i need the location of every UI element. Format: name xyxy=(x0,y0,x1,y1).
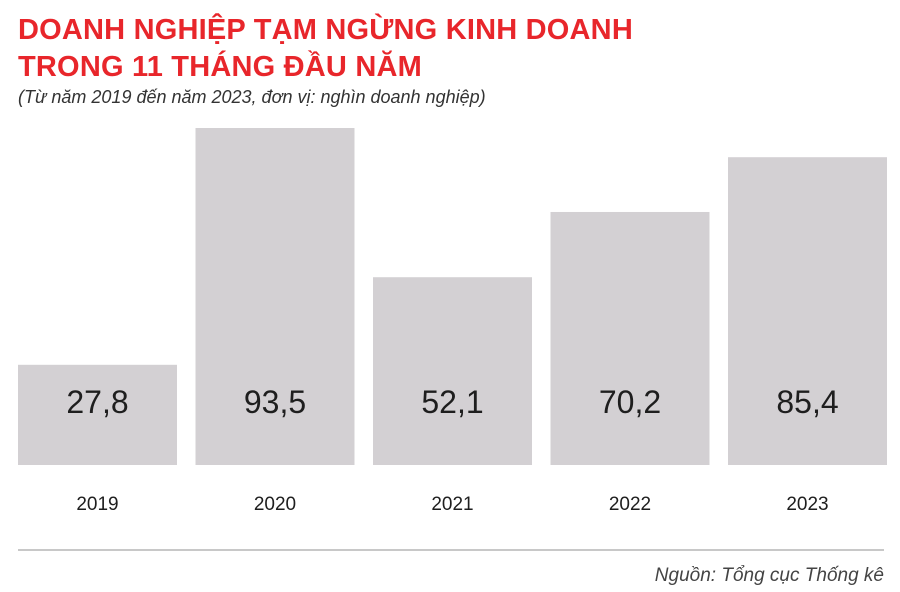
source-note: Nguồn: Tổng cục Thống kê xyxy=(654,565,884,586)
value-label-2023: 85,4 xyxy=(776,384,838,420)
chart-subtitle: (Từ năm 2019 đến năm 2023, đơn vị: nghìn… xyxy=(18,87,486,107)
value-label-2019: 27,8 xyxy=(66,384,128,420)
bar-2022 xyxy=(550,211,710,465)
category-label-2020: 2020 xyxy=(254,494,296,515)
bar-2021 xyxy=(373,277,532,465)
chart-title: DOANH NGHIỆP TẠM NGỪNG KINH DOANH TRONG … xyxy=(18,12,633,86)
bar-2020 xyxy=(195,128,355,465)
category-label-2021: 2021 xyxy=(431,494,473,515)
category-label-2019: 2019 xyxy=(76,494,118,515)
category-label-2022: 2022 xyxy=(609,494,651,515)
divider-rule xyxy=(18,549,884,551)
value-label-2021: 52,1 xyxy=(421,384,483,420)
bar-2019 xyxy=(18,364,177,465)
chart-title-line-1: DOANH NGHIỆP TẠM NGỪNG KINH DOANH xyxy=(18,14,633,46)
bar-2023 xyxy=(728,157,887,466)
category-label-2023: 2023 xyxy=(786,494,828,515)
chart-title-line-2: TRONG 11 THÁNG ĐẦU NĂM xyxy=(18,51,422,83)
value-label-2022: 70,2 xyxy=(599,384,661,420)
value-label-2020: 93,5 xyxy=(244,384,306,420)
